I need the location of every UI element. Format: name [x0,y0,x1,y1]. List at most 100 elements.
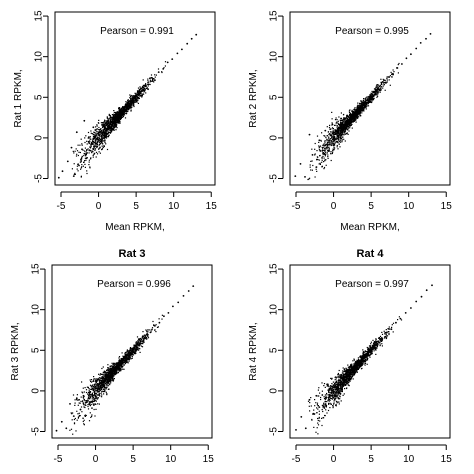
scatter-point [123,111,125,113]
data-point [410,53,412,56]
scatter-point [392,69,394,71]
scatter-point [330,377,332,379]
scatter-point [119,370,121,372]
scatter-point [361,102,363,104]
scatter-point [115,365,117,367]
scatter-point [146,331,148,333]
scatter-point [118,364,120,366]
scatter-point [319,146,321,148]
scatter-point [113,127,115,129]
scatter-point [81,166,83,168]
scatter-point [145,338,148,340]
scatter-point [353,359,355,361]
scatter-point [129,103,131,105]
data-point [117,111,120,114]
scatter-point [113,367,115,369]
scatter-point [321,149,324,151]
scatter-point [359,102,361,104]
scatter-point [126,109,128,111]
scatter-point [103,145,105,147]
scatter-point [369,351,372,353]
scatter-point [93,153,95,155]
scatter-point [92,151,94,153]
scatter-point [103,130,105,132]
scatter-point [325,397,327,399]
scatter-point [74,150,76,152]
scatter-point [107,133,109,135]
scatter-point [342,123,344,125]
scatter-point [138,92,141,94]
scatter-point [331,136,333,138]
scatter-point [126,353,128,356]
scatter-point [91,394,93,396]
scatter-point [110,366,112,368]
scatter-point [122,111,124,113]
scatter-point [336,131,338,133]
scatter-point [333,132,335,134]
scatter-point [150,331,152,333]
scatter-point [95,132,97,134]
scatter-point [81,156,83,158]
scatter-point [106,123,108,125]
scatter-point [348,111,351,114]
scatter-point [139,338,141,340]
scatter-point [353,120,355,122]
scatter-point [117,114,119,116]
data-point [182,295,185,297]
scatter-point [97,378,100,380]
scatter-point [116,122,118,124]
scatter-point [130,353,132,355]
scatter-point [154,329,156,331]
scatter-point [339,385,342,387]
scatter-point [355,121,357,123]
scatter-point [368,345,371,347]
scatter-point [152,78,154,80]
scatter-point [128,104,130,106]
scatter-point [131,351,133,353]
data-point [78,164,80,167]
scatter-point [97,388,99,390]
scatter-point [359,112,361,114]
scatter-point [102,123,104,125]
scatter-point [334,129,336,131]
scatter-point [139,344,141,346]
scatter-point [370,93,373,95]
scatter-point [131,103,133,105]
scatter-point [117,115,119,117]
data-point [124,356,127,359]
scatter-point [161,71,163,73]
scatter-point [155,74,157,76]
scatter-point [98,391,101,393]
scatter-point [100,128,102,130]
scatter-point [365,360,367,362]
scatter-point [136,100,138,102]
scatter-point [107,373,109,375]
scatter-point [117,117,119,119]
scatter-point [132,354,135,356]
scatter-point [107,373,109,376]
scatter-point [106,116,108,118]
data-point [134,351,137,353]
data-point [356,110,358,112]
scatter-point [316,158,318,160]
scatter-point [323,144,325,146]
scatter-point [332,151,334,153]
scatter-point [84,147,86,149]
scatter-point [336,141,338,143]
scatter-point [95,145,97,147]
scatter-point [101,379,103,381]
data-point [112,116,115,119]
scatter-point [91,381,93,383]
scatter-point [83,406,85,408]
scatter-point [135,101,137,103]
scatter-point [114,111,116,114]
scatter-point [333,148,335,151]
scatter-point [80,396,82,398]
scatter-point [104,373,106,375]
x-axis-title: Mean RPKM, [340,222,399,233]
scatter-point [93,385,95,388]
scatter-point [342,136,344,138]
scatter-point [114,122,116,124]
scatter-point [112,363,114,365]
scatter-point [336,122,338,124]
